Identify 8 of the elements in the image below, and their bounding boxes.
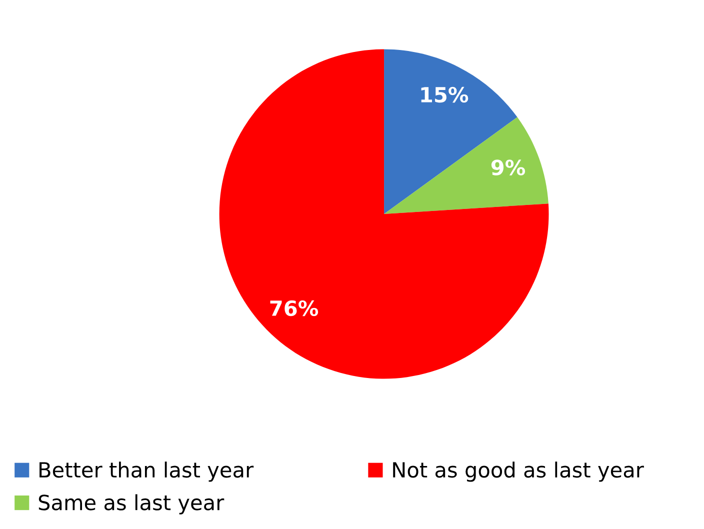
legend-label: Not as good as last year (393, 462, 644, 482)
pie-slice (219, 49, 549, 379)
legend-label: Better than last year (40, 462, 254, 482)
pie-slice (384, 117, 548, 214)
data-label: 9% (491, 160, 526, 176)
legend-label: Same as last year (38, 494, 224, 514)
data-label: 76% (270, 300, 318, 316)
data-label: 15% (421, 86, 468, 103)
